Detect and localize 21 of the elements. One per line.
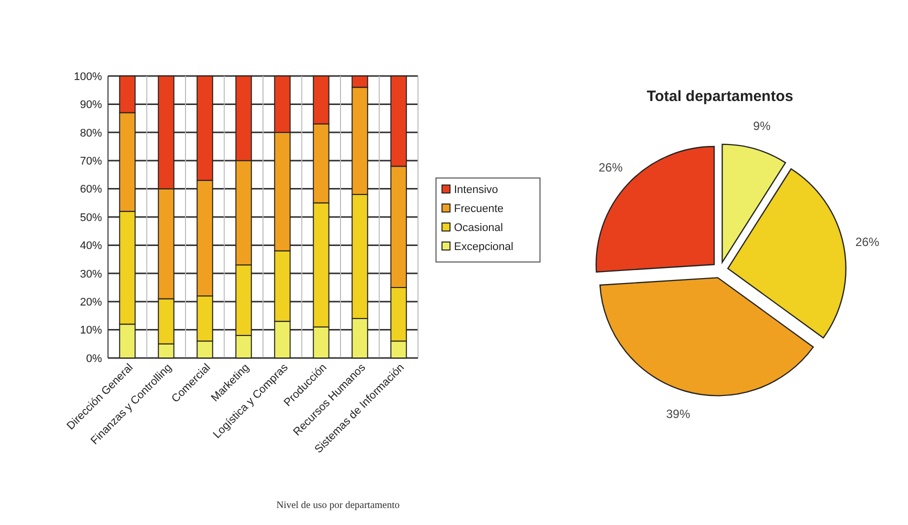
y-tick-label: 60%: [80, 184, 102, 196]
legend-label: Excepcional: [454, 240, 514, 253]
chart-title: Total departamentos: [646, 88, 794, 105]
legend-label: Frecuente: [454, 202, 504, 215]
legend-label: Ocasional: [454, 222, 503, 234]
y-tick-label: 0%: [86, 352, 102, 365]
y-tick-label: 100%: [74, 70, 102, 83]
y-tick-label: 80%: [80, 127, 102, 140]
y-tick-label: 90%: [80, 99, 102, 112]
y-tick-label: 40%: [80, 240, 102, 252]
data-label: 26%: [598, 160, 623, 175]
y-tick-label: 50%: [80, 212, 102, 224]
y-tick-label: 10%: [80, 324, 102, 337]
text: Nivel de uso por departamento: [276, 500, 400, 511]
legend-label: Intensivo: [454, 184, 498, 196]
data-label: 9%: [753, 119, 771, 134]
data-label: 39%: [666, 407, 690, 422]
data-label: 26%: [855, 235, 880, 250]
y-tick-label: 20%: [80, 296, 102, 308]
y-tick-label: 70%: [80, 155, 102, 168]
y-tick-label: 30%: [80, 268, 102, 280]
